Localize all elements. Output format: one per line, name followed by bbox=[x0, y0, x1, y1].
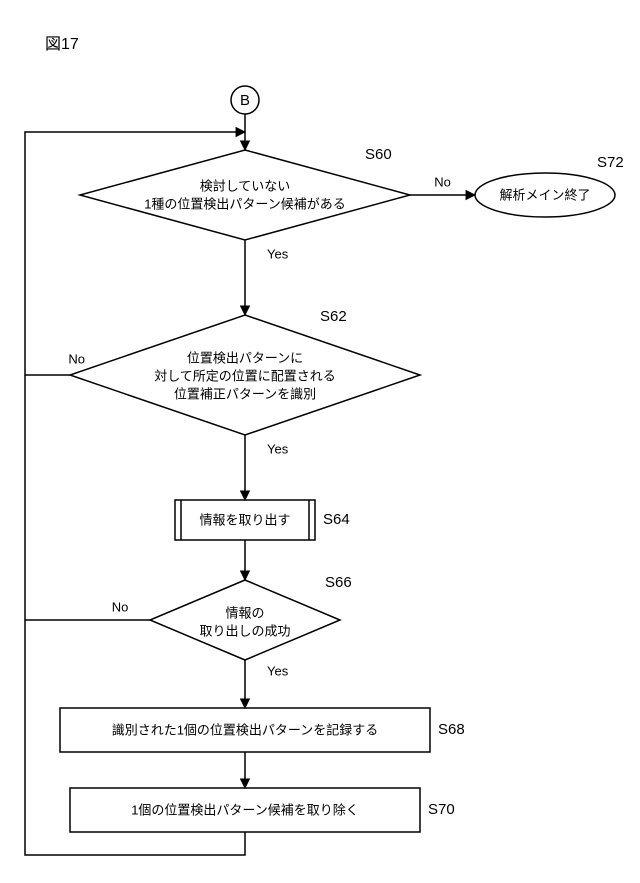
s72-text: 解析メイン終了 bbox=[499, 187, 590, 202]
s72-id: S72 bbox=[597, 154, 624, 171]
figure-title: 図17 bbox=[45, 36, 79, 53]
s60-line2: 1種の位置検出パターン候補がある bbox=[144, 196, 346, 211]
s68-id: S68 bbox=[438, 721, 465, 738]
s70-text: 1個の位置検出パターン候補を取り除く bbox=[131, 802, 359, 817]
s62-yes: Yes bbox=[267, 441, 289, 456]
s66-id: S66 bbox=[325, 574, 352, 591]
s60-id: S60 bbox=[365, 146, 392, 163]
s62-l3: 位置補正パターンを識別 bbox=[174, 386, 316, 401]
s62-l1: 位置検出パターンに bbox=[187, 350, 303, 365]
s60-no: No bbox=[434, 174, 451, 189]
decision-s60 bbox=[80, 150, 410, 240]
s70-id: S70 bbox=[428, 801, 455, 818]
s62-no: No bbox=[68, 351, 85, 366]
s66-l1: 情報の bbox=[225, 605, 264, 620]
s66-no: No bbox=[112, 599, 129, 614]
s62-l2: 対して所定の位置に配置される bbox=[154, 368, 336, 383]
s60-yes: Yes bbox=[267, 246, 289, 261]
s62-id: S62 bbox=[320, 308, 347, 325]
s66-l2: 取り出しの成功 bbox=[199, 623, 290, 638]
s60-line1: 検討していない bbox=[200, 178, 291, 193]
s64-id: S64 bbox=[323, 511, 350, 528]
s68-text: 識別された1個の位置検出パターンを記録する bbox=[112, 722, 379, 737]
s64-text: 情報を取り出す bbox=[199, 512, 290, 527]
s66-yes: Yes bbox=[267, 663, 289, 678]
connector-b-label: B bbox=[240, 92, 250, 109]
